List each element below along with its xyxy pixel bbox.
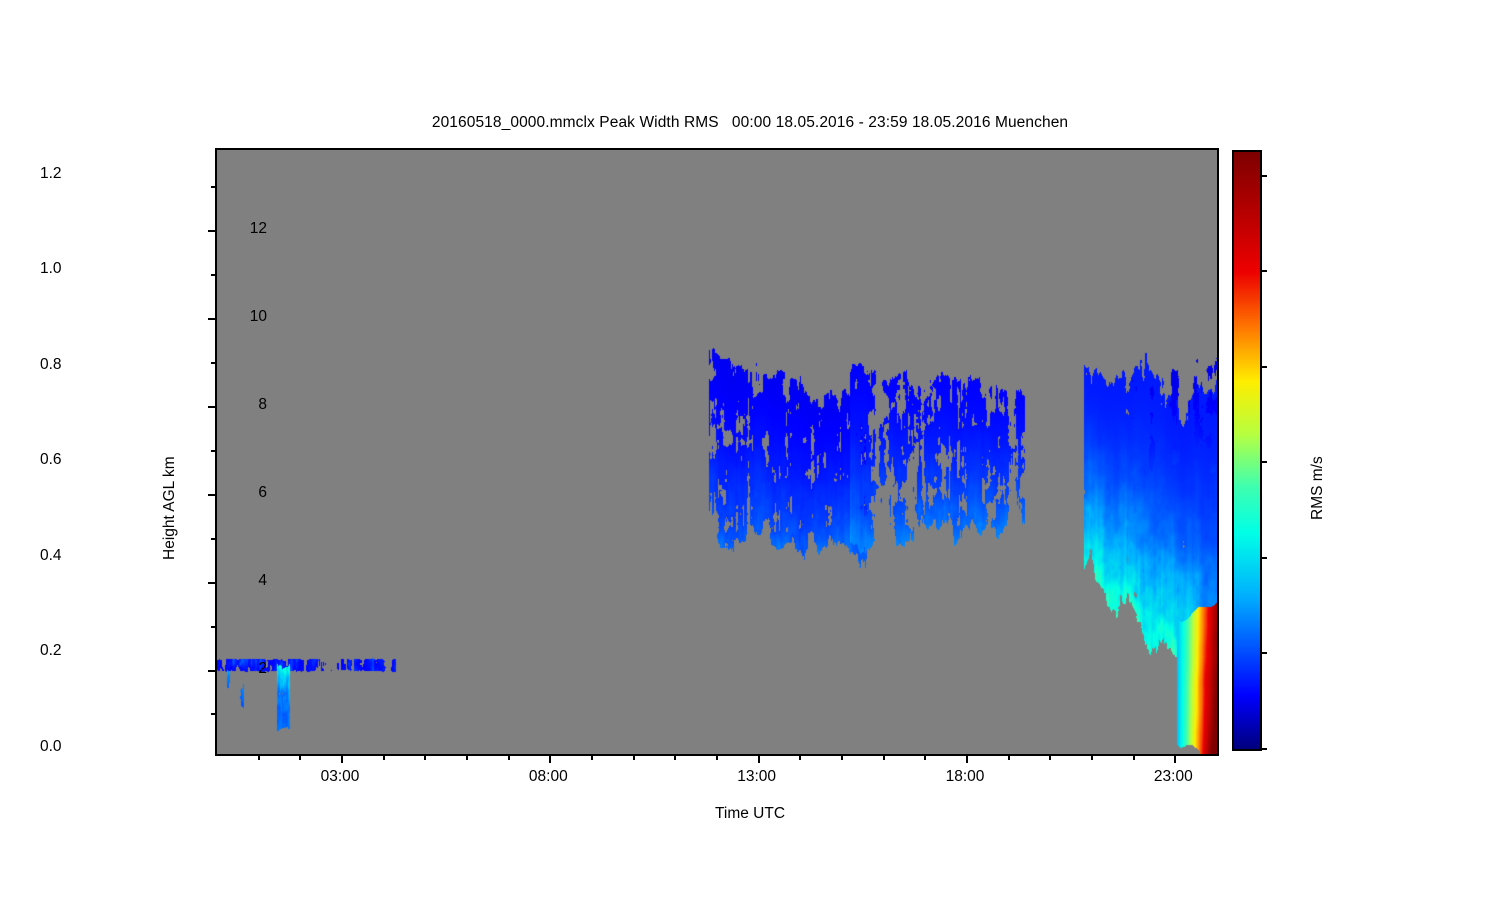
y-tick-minor [211,362,217,365]
x-tick-major [341,754,343,763]
y-tick-label: 4 [258,571,267,589]
x-tick-minor [841,754,843,760]
y-tick-minor [211,449,217,452]
y-tick-label: 12 [249,220,267,238]
x-tick-major [1174,754,1177,763]
x-tick-minor [466,754,468,760]
x-tick-minor [632,754,635,760]
x-tick-major [549,754,552,763]
colorbar-tick [1260,270,1267,273]
colorbar-tick [1260,652,1267,655]
x-tick-minor [882,754,885,760]
y-axis-title: Height AGL km [161,456,178,560]
x-tick-minor [716,754,718,760]
x-tick-label: 18:00 [945,768,985,785]
figure-title: 20160518_0000.mmclx Peak Width RMS 00:00… [431,114,1069,131]
colorbar-tick-label: 0.6 [40,451,62,469]
y-tick-label: 8 [258,395,267,413]
y-tick-major [208,405,217,408]
x-tick-minor [674,754,677,760]
x-tick-minor [299,754,302,760]
y-tick-minor [211,713,217,716]
plot-area [208,148,1219,763]
colorbar-tick-label: 1.2 [40,164,62,182]
x-tick-major [757,754,760,763]
colorbar-tick [1260,461,1267,464]
y-tick-major [208,581,217,584]
y-tick-minor [211,625,217,628]
y-tick-label: 2 [258,659,267,677]
y-tick-major [208,493,217,496]
x-tick-minor [1049,754,1052,760]
colorbar-tick [1260,174,1267,177]
x-tick-label: 08:00 [528,768,568,785]
colorbar [1232,150,1267,751]
x-tick-minor [1091,754,1093,760]
x-tick-minor [1007,754,1010,760]
colorbar-title: RMS m/s [1309,456,1326,520]
y-tick-minor [211,186,217,189]
x-tick-minor [424,754,427,760]
colorbar-tick-label: 0.0 [40,738,62,755]
x-tick-minor [257,754,260,760]
x-tick-minor [507,754,510,760]
colorbar-tick-label: 1.0 [40,260,62,278]
y-tick-minor [211,274,217,277]
colorbar-tick-label: 0.4 [40,546,62,564]
colorbar-tick-label: 0.2 [40,642,62,660]
x-tick-label: 03:00 [320,768,360,785]
y-tick-minor [211,537,217,540]
y-tick-major [208,669,217,672]
x-tick-minor [1132,754,1135,760]
x-tick-label: 23:00 [1153,768,1193,785]
x-tick-label: 13:00 [737,768,777,785]
colorbar-tick [1260,556,1267,559]
colorbar-gradient [1234,152,1260,749]
x-tick-minor [799,754,802,760]
x-tick-minor [591,754,593,760]
y-tick-label: 10 [249,308,267,326]
x-tick-minor [924,754,927,760]
x-tick-minor [382,754,385,760]
colorbar-tick-label: 0.8 [40,355,62,373]
x-tick-major [966,754,968,763]
colorbar-tick [1260,748,1267,750]
y-tick-label: 6 [258,483,267,501]
colorbar-tick [1260,365,1267,368]
y-tick-major [208,230,217,233]
x-axis-title: Time UTC [714,805,786,822]
timeheight-heatmap-canvas [217,150,1217,754]
y-tick-major [208,318,217,321]
